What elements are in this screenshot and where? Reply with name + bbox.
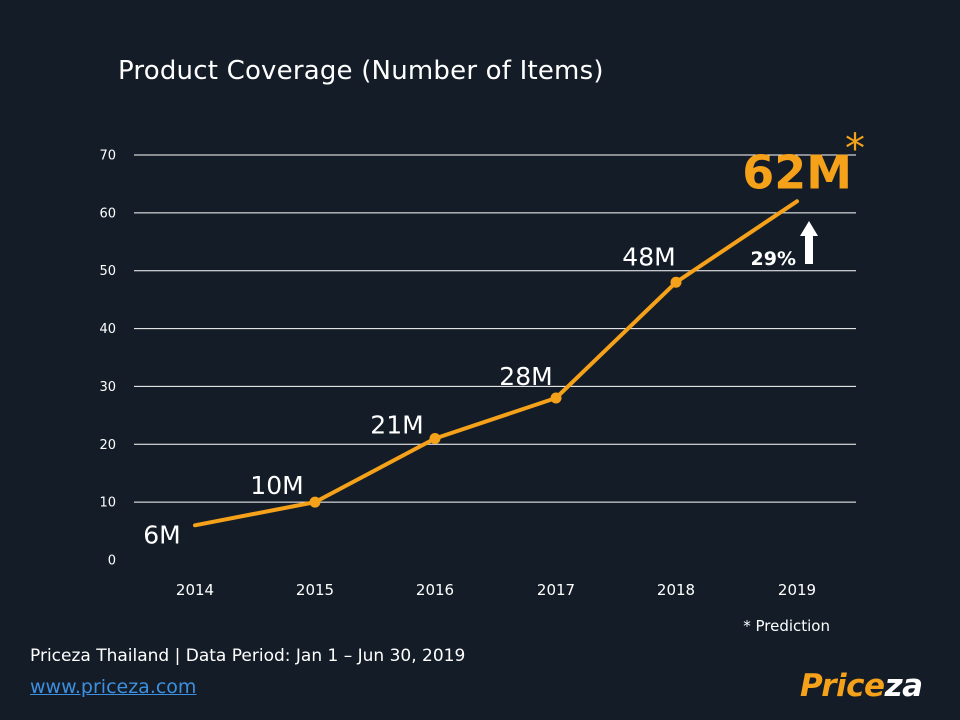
x-tick-label-2019: 2019 bbox=[778, 581, 816, 599]
x-tick-label-2015: 2015 bbox=[296, 581, 334, 599]
y-tick-label-70: 70 bbox=[99, 149, 116, 164]
data-label-2017: 28M bbox=[499, 362, 552, 391]
arrow-up-icon bbox=[800, 221, 818, 264]
x-tick-label-2017: 2017 bbox=[537, 581, 575, 599]
priceza-website-link[interactable]: www.priceza.com bbox=[30, 676, 197, 698]
data-point-2017 bbox=[550, 392, 562, 404]
x-tick-label-2014: 2014 bbox=[176, 581, 214, 599]
logo-text-za: za bbox=[884, 668, 923, 704]
data-label-2014: 6M bbox=[143, 520, 180, 549]
y-tick-label-10: 10 bbox=[99, 496, 116, 511]
y-tick-label-50: 50 bbox=[99, 264, 116, 279]
y-tick-label-60: 60 bbox=[99, 206, 116, 221]
growth-percentage: 29% bbox=[751, 248, 796, 270]
y-tick-label-30: 30 bbox=[99, 380, 116, 395]
y-tick-label-20: 20 bbox=[99, 438, 116, 453]
data-point-2015 bbox=[309, 496, 321, 508]
data-label-2015: 10M bbox=[250, 471, 303, 500]
data-label-2016: 21M bbox=[370, 411, 423, 440]
x-tick-label-2018: 2018 bbox=[657, 581, 695, 599]
data-label-2018: 48M bbox=[622, 242, 675, 271]
y-tick-label-0: 0 bbox=[108, 554, 116, 569]
prediction-note: * Prediction bbox=[743, 617, 830, 635]
logo-text-price: Price bbox=[800, 668, 885, 704]
data-period-note: Priceza Thailand | Data Period: Jan 1 – … bbox=[30, 646, 466, 666]
prediction-asterisk: * bbox=[845, 126, 865, 172]
y-tick-label-40: 40 bbox=[99, 322, 116, 337]
series-line bbox=[193, 199, 799, 528]
data-point-2018 bbox=[670, 276, 682, 288]
data-point-2016 bbox=[429, 433, 441, 444]
priceza-logo: Priceza bbox=[800, 668, 923, 704]
chart-title: Product Coverage (Number of Items) bbox=[118, 56, 604, 86]
data-label-2019: 62M bbox=[742, 145, 852, 199]
x-tick-label-2016: 2016 bbox=[416, 581, 454, 599]
